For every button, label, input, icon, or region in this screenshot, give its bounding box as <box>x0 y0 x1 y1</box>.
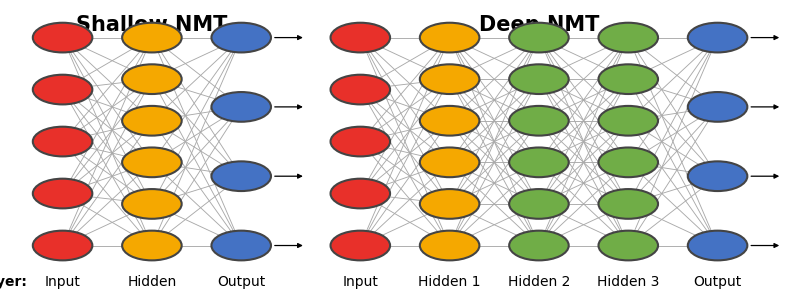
Text: Output: Output <box>217 275 266 289</box>
Circle shape <box>33 231 92 260</box>
Circle shape <box>598 189 658 219</box>
Circle shape <box>598 23 658 52</box>
Circle shape <box>420 23 479 52</box>
Circle shape <box>509 189 569 219</box>
Text: Layer:: Layer: <box>0 275 27 289</box>
Text: Input: Input <box>45 275 81 289</box>
Circle shape <box>330 127 390 156</box>
Circle shape <box>122 231 182 260</box>
Circle shape <box>688 161 747 191</box>
Circle shape <box>420 147 479 177</box>
Circle shape <box>330 23 390 52</box>
Circle shape <box>33 127 92 156</box>
Circle shape <box>330 179 390 208</box>
Circle shape <box>211 23 271 52</box>
Circle shape <box>509 147 569 177</box>
Circle shape <box>420 189 479 219</box>
Circle shape <box>33 75 92 104</box>
Circle shape <box>420 64 479 94</box>
Text: Shallow NMT: Shallow NMT <box>76 15 227 35</box>
Text: Hidden 2: Hidden 2 <box>508 275 570 289</box>
Circle shape <box>509 106 569 136</box>
Circle shape <box>688 92 747 122</box>
Text: Hidden: Hidden <box>127 275 177 289</box>
Circle shape <box>211 92 271 122</box>
Circle shape <box>211 231 271 260</box>
Circle shape <box>598 64 658 94</box>
Circle shape <box>420 231 479 260</box>
Circle shape <box>509 64 569 94</box>
Circle shape <box>330 75 390 104</box>
Circle shape <box>509 23 569 52</box>
Circle shape <box>420 106 479 136</box>
Circle shape <box>688 23 747 52</box>
Text: Deep NMT: Deep NMT <box>478 15 599 35</box>
Text: Output: Output <box>694 275 742 289</box>
Circle shape <box>122 147 182 177</box>
Circle shape <box>688 231 747 260</box>
Circle shape <box>598 231 658 260</box>
Circle shape <box>122 189 182 219</box>
Circle shape <box>330 231 390 260</box>
Text: Input: Input <box>342 275 378 289</box>
Text: Hidden 3: Hidden 3 <box>597 275 659 289</box>
Circle shape <box>598 147 658 177</box>
Circle shape <box>33 23 92 52</box>
Circle shape <box>211 161 271 191</box>
Circle shape <box>122 23 182 52</box>
Circle shape <box>122 64 182 94</box>
Circle shape <box>598 106 658 136</box>
Text: Hidden 1: Hidden 1 <box>418 275 481 289</box>
Circle shape <box>33 179 92 208</box>
Circle shape <box>509 231 569 260</box>
Circle shape <box>122 106 182 136</box>
